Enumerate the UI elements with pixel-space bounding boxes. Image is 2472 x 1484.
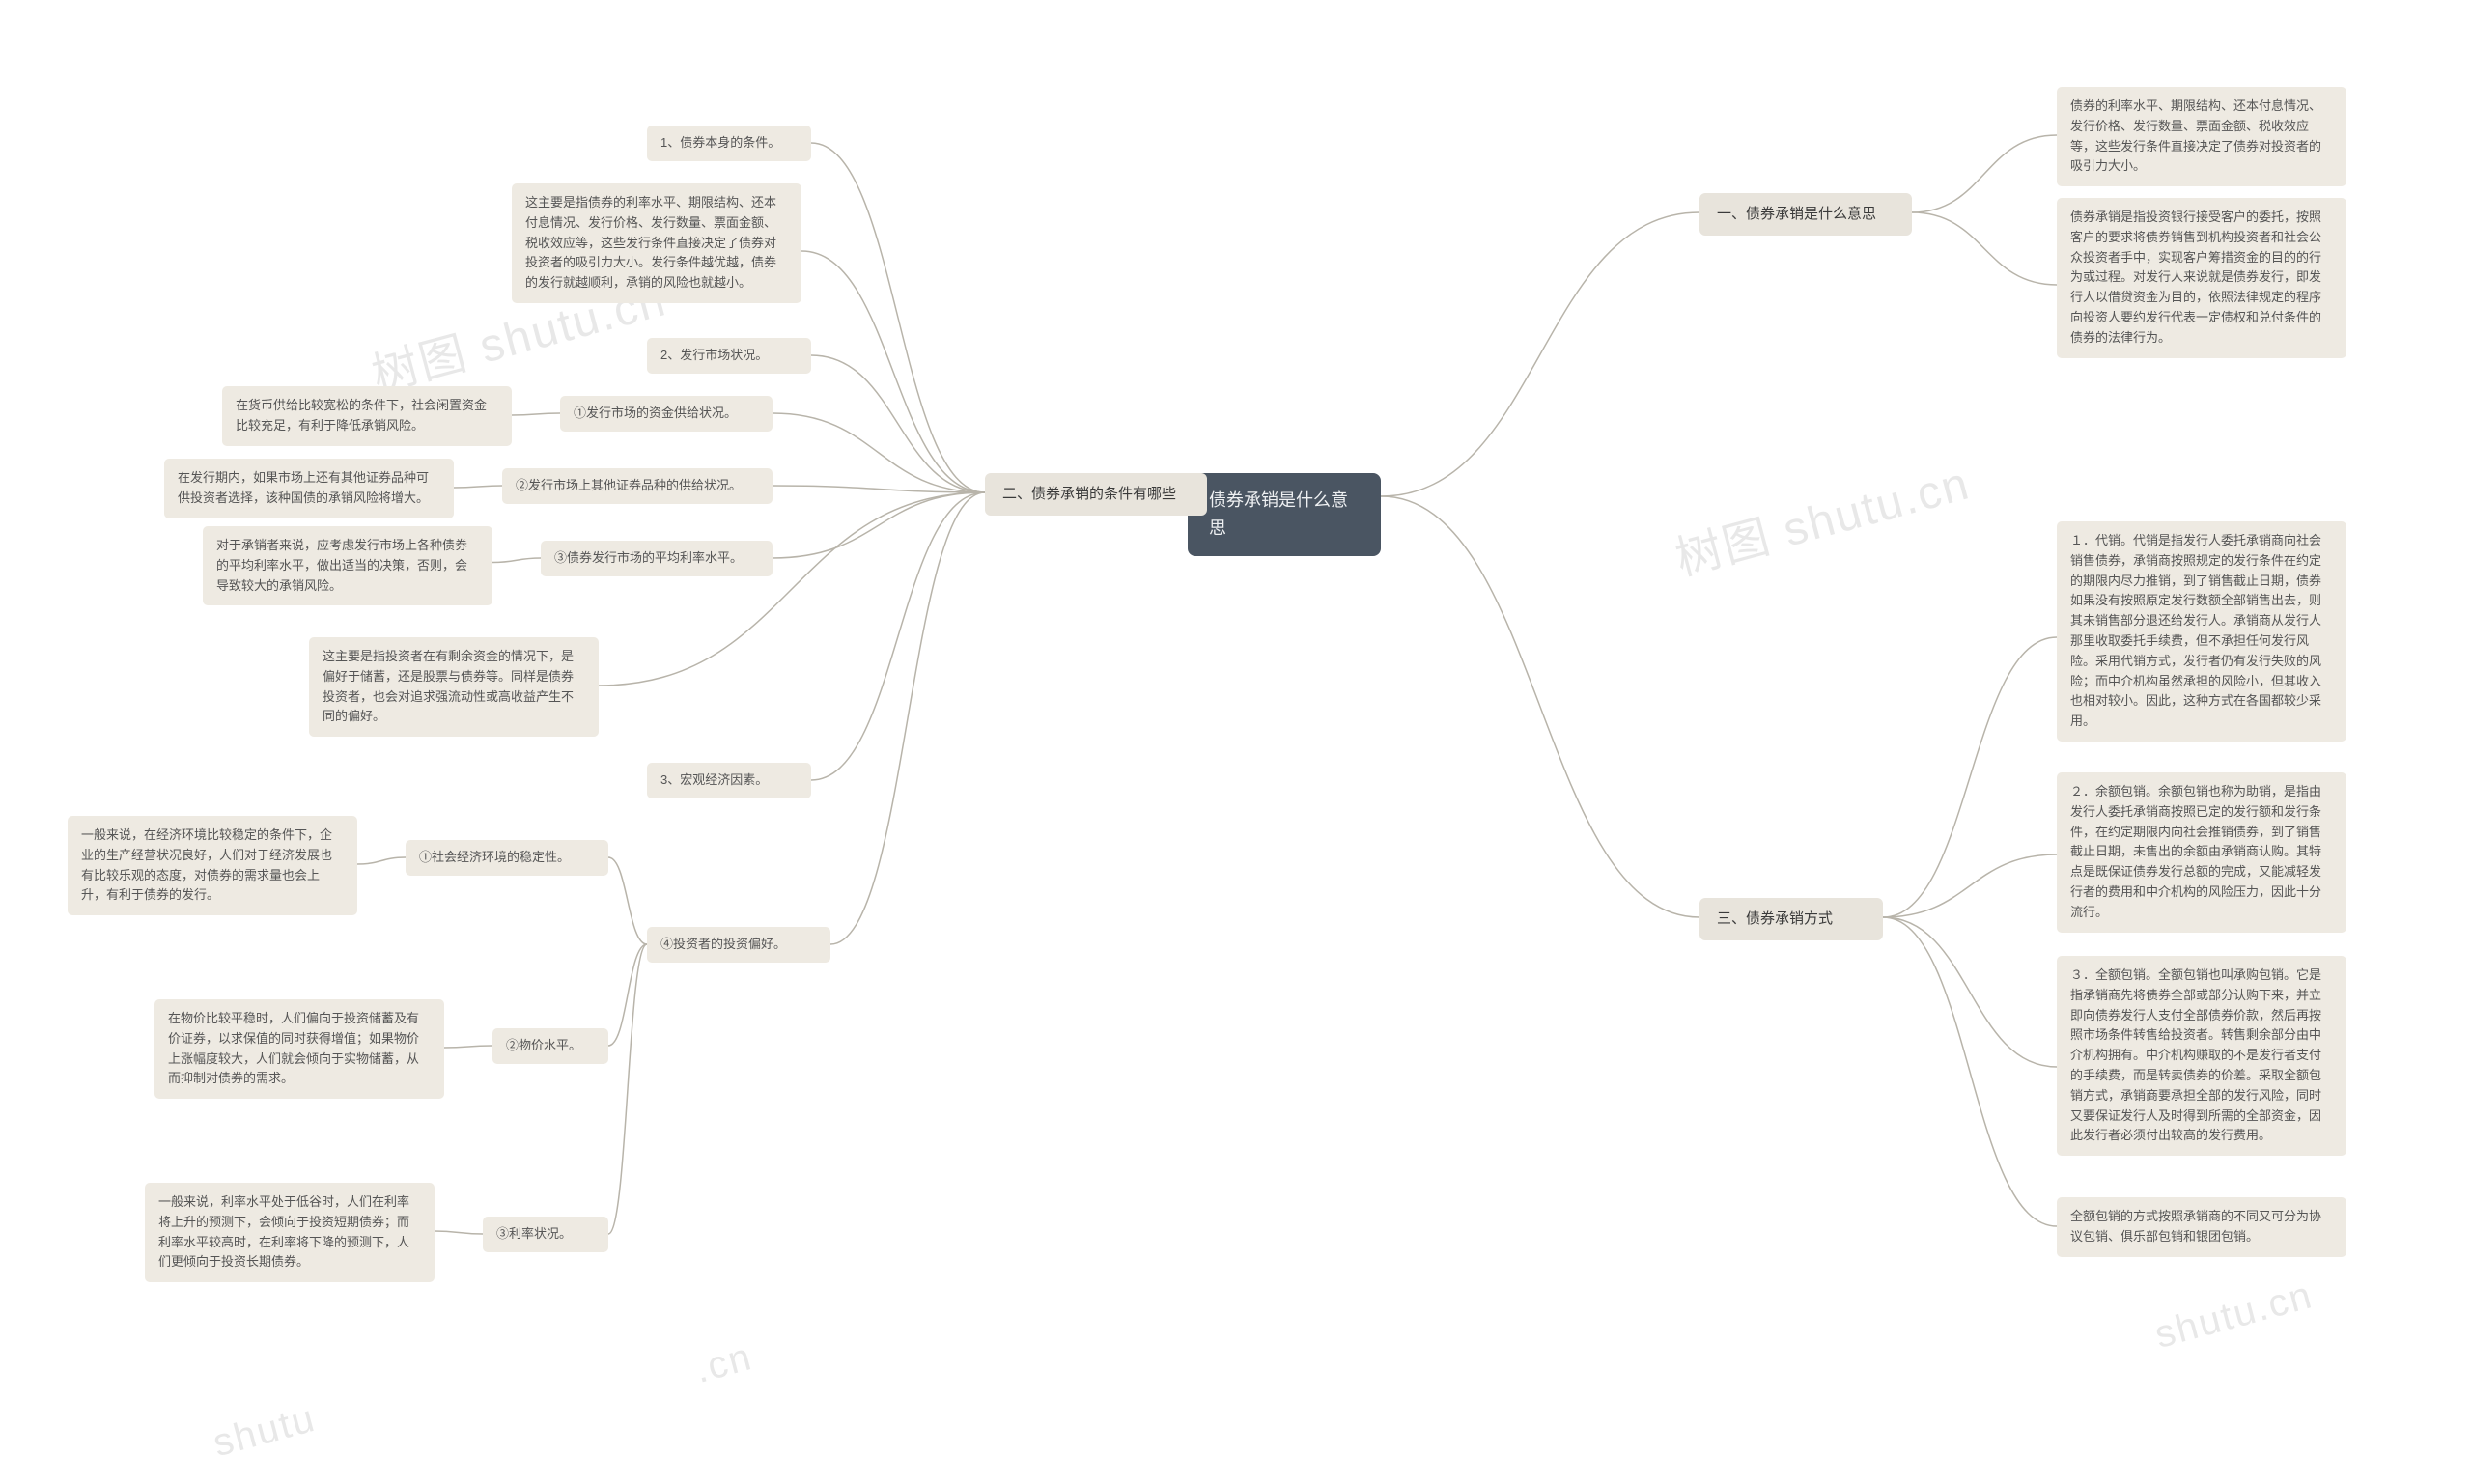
branch-2-leaf-2: ３．全额包销。全额包销也叫承购包销。它是指承销商先将债券全部或部分认购下来，并立… (2057, 956, 2346, 1156)
branch-2-leaf-1: ２．余额包销。余额包销也称为助销，是指由发行人委托承销商按照已定的发行额和发行条… (2057, 772, 2346, 933)
b3-item-2-sub2: ②发行市场上其他证券品种的供给状况。 (502, 468, 772, 504)
branch-1: 一、债券承销是什么意思 (1700, 193, 1912, 236)
watermark: .cn (690, 1335, 757, 1392)
branch-3: 二、债券承销的条件有哪些 (985, 473, 1207, 516)
branch-2-leaf-0: １．代销。代销是指发行人委托承销商向社会销售债券，承销商按照规定的发行条件在约定… (2057, 521, 2346, 742)
watermark: 树图 shutu.cn (1667, 445, 1976, 589)
b3-item-1: 1、债券本身的条件。 (647, 126, 811, 161)
root-node: 债券承销是什么意思 (1188, 473, 1381, 556)
b3-item-2-sub1-detail: 在货币供给比较宽松的条件下，社会闲置资金比较充足，有利于降低承销风险。 (222, 386, 512, 446)
branch-2: 三、债券承销方式 (1700, 898, 1883, 940)
b3-item-4: ④投资者的投资偏好。 (647, 927, 830, 963)
b3-item-1-detail: 这主要是指债券的利率水平、期限结构、还本付息情况、发行价格、发行数量、票面金额、… (512, 183, 801, 303)
branch-1-leaf-0: 债券的利率水平、期限结构、还本付息情况、发行价格、发行数量、票面金额、税收效应等… (2057, 87, 2346, 186)
branch-2-leaf-3: 全额包销的方式按照承销商的不同又可分为协议包销、俱乐部包销和银团包销。 (2057, 1197, 2346, 1257)
b3-item-4-sub3-detail: 一般来说，利率水平处于低谷时，人们在利率将上升的预测下，会倾向于投资短期债券；而… (145, 1183, 435, 1282)
b3-item-4-sub1: ①社会经济环境的稳定性。 (406, 840, 608, 876)
b3-item-2-sub2-detail: 在发行期内，如果市场上还有其他证券品种可供投资者选择，该种国债的承销风险将增大。 (164, 459, 454, 518)
b3-item-3: 3、宏观经济因素。 (647, 763, 811, 798)
b3-item-2-sub1: ①发行市场的资金供给状况。 (560, 396, 772, 432)
b3-item-4-sub2-detail: 在物价比较平稳时，人们偏向于投资储蓄及有价证券，以求保值的同时获得增值；如果物价… (154, 999, 444, 1099)
watermark: shutu (209, 1397, 321, 1466)
b3-item-3-head: 这主要是指投资者在有剩余资金的情况下，是偏好于储蓄，还是股票与债券等。同样是债券… (309, 637, 599, 737)
b3-item-2: 2、发行市场状况。 (647, 338, 811, 374)
b3-item-2-sub3-detail: 对于承销者来说，应考虑发行市场上各种债券的平均利率水平，做出适当的决策，否则，会… (203, 526, 492, 605)
watermark: shutu.cn (2150, 1274, 2318, 1358)
b3-item-2-sub3: ③债券发行市场的平均利率水平。 (541, 541, 772, 576)
root-label: 债券承销是什么意思 (1209, 487, 1360, 543)
branch-2-label: 三、债券承销方式 (1717, 908, 1833, 931)
branch-1-leaf-1: 债券承销是指投资银行接受客户的委托，按照客户的要求将债券销售到机构投资者和社会公… (2057, 198, 2346, 358)
b3-item-4-sub2: ②物价水平。 (492, 1028, 608, 1064)
branch-1-label: 一、债券承销是什么意思 (1717, 203, 1876, 226)
b3-item-4-sub3: ③利率状况。 (483, 1217, 608, 1252)
b3-item-4-sub1-detail: 一般来说，在经济环境比较稳定的条件下，企业的生产经营状况良好，人们对于经济发展也… (68, 816, 357, 915)
branch-3-label: 二、债券承销的条件有哪些 (1002, 483, 1176, 506)
mindmap-canvas: 树图 shutu.cn 树图 shutu.cn .cn .cn shutu sh… (0, 0, 2472, 1484)
